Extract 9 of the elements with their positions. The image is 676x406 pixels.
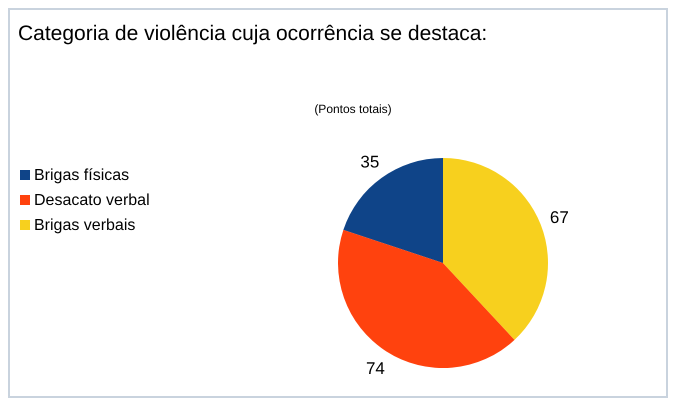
data-label: 74 <box>366 359 385 378</box>
data-label: 35 <box>360 152 380 172</box>
chart-title: Categoria de violência cuja ocorrência se destaca: <box>18 22 488 45</box>
legend-label: Brigas verbais <box>34 217 136 234</box>
legend-label: Desacato verbal <box>34 192 150 209</box>
data-label: 67 <box>550 208 569 228</box>
pie-slice <box>443 158 548 340</box>
legend-label: Brigas físicas <box>34 167 130 184</box>
chart-subtitle: (Pontos totais) <box>314 102 392 116</box>
